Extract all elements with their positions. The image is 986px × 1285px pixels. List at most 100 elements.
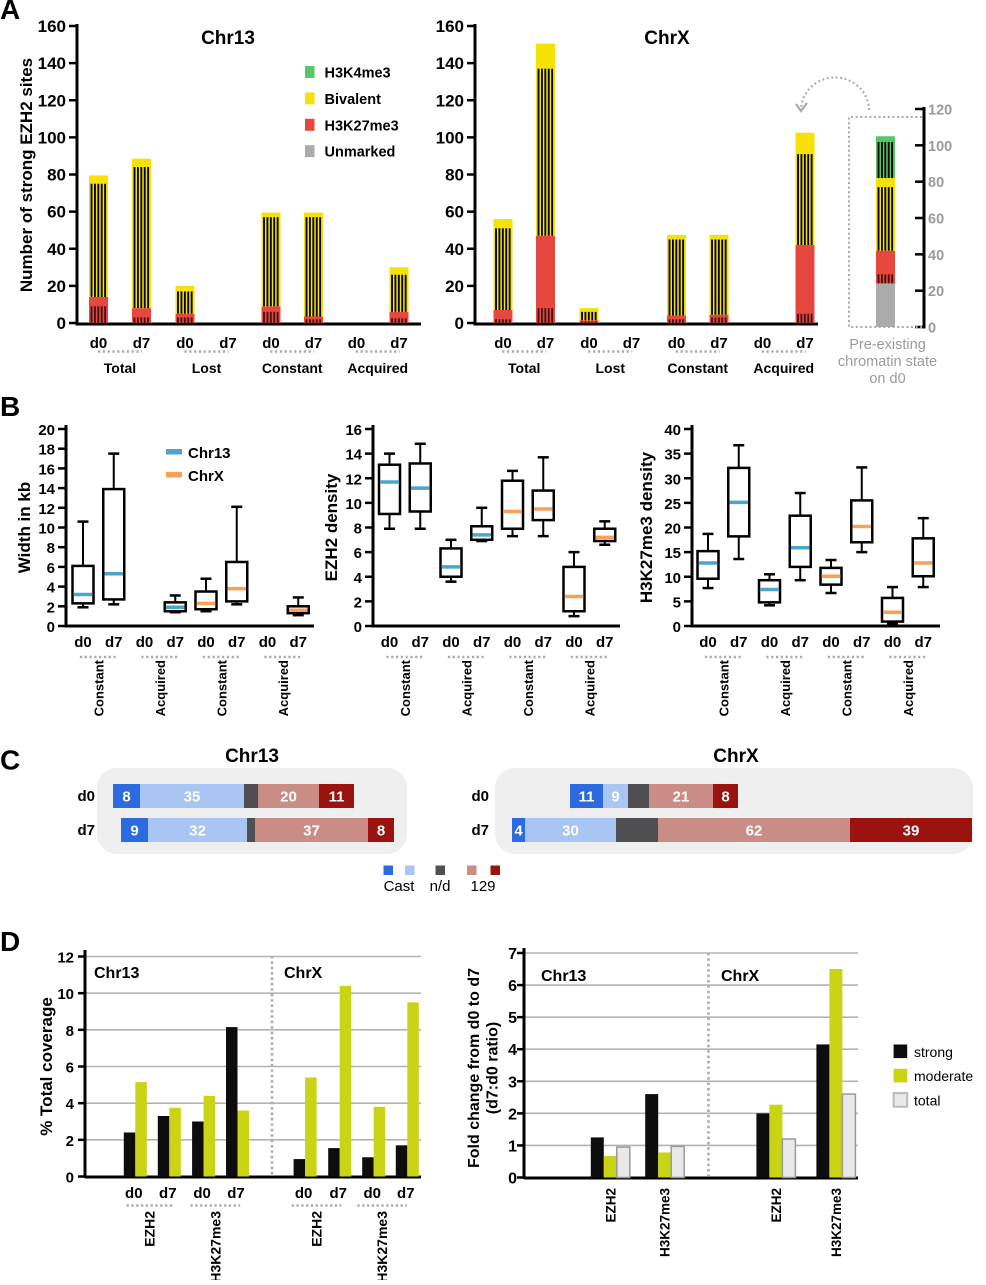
svg-text:d7: d7: [219, 335, 237, 352]
svg-text:Chr13: Chr13: [225, 746, 279, 767]
svg-text:20: 20: [664, 521, 681, 538]
svg-text:80: 80: [928, 175, 944, 191]
svg-text:39: 39: [903, 823, 920, 840]
svg-text:strong: strong: [914, 1044, 953, 1060]
svg-text:4: 4: [66, 1096, 75, 1113]
svg-text:9: 9: [130, 823, 138, 840]
svg-text:80: 80: [445, 166, 464, 185]
svg-text:160: 160: [38, 17, 66, 36]
svg-text:d0: d0: [494, 335, 512, 352]
svg-text:d0: d0: [193, 1185, 211, 1202]
svg-text:21: 21: [673, 789, 690, 806]
svg-text:d0: d0: [363, 1185, 381, 1202]
svg-text:30: 30: [562, 823, 579, 840]
svg-text:0: 0: [508, 1171, 517, 1188]
svg-text:d0: d0: [381, 634, 399, 651]
svg-text:14: 14: [345, 447, 362, 464]
svg-text:d7: d7: [159, 1185, 177, 1202]
svg-text:ChrX: ChrX: [713, 746, 759, 767]
svg-text:Total: Total: [508, 360, 540, 376]
svg-text:d0: d0: [90, 335, 108, 352]
svg-text:Chr13: Chr13: [541, 968, 586, 985]
svg-text:d0: d0: [504, 634, 522, 651]
svg-text:d0: d0: [77, 788, 95, 805]
svg-text:32: 32: [189, 823, 206, 840]
svg-text:Constant: Constant: [839, 659, 854, 716]
svg-text:4: 4: [508, 1042, 517, 1059]
svg-text:0: 0: [928, 321, 936, 337]
svg-text:d7: d7: [471, 822, 489, 839]
svg-text:d7: d7: [791, 634, 809, 651]
svg-text:1: 1: [508, 1138, 517, 1155]
svg-text:4: 4: [354, 570, 363, 587]
svg-text:EZH2: EZH2: [603, 1188, 618, 1223]
svg-text:14: 14: [38, 481, 55, 498]
svg-text:Acquired: Acquired: [753, 360, 814, 376]
svg-text:0: 0: [673, 619, 681, 636]
svg-text:d0: d0: [176, 335, 194, 352]
svg-text:d0: d0: [580, 335, 598, 352]
svg-text:Acquired: Acquired: [347, 360, 408, 376]
svg-text:11: 11: [579, 789, 595, 806]
svg-text:40: 40: [664, 422, 681, 439]
svg-text:20: 20: [928, 284, 944, 300]
svg-text:d0: d0: [74, 634, 92, 651]
svg-text:H3K27me3: H3K27me3: [658, 1188, 673, 1258]
svg-text:10: 10: [57, 986, 74, 1003]
svg-text:8: 8: [122, 789, 130, 806]
svg-text:100: 100: [38, 128, 66, 147]
svg-text:100: 100: [436, 128, 464, 147]
svg-text:D: D: [0, 926, 20, 957]
svg-text:Acquired: Acquired: [901, 660, 916, 716]
svg-text:d7: d7: [105, 634, 123, 651]
svg-text:10: 10: [345, 496, 362, 513]
svg-text:20: 20: [445, 277, 464, 296]
svg-text:20: 20: [38, 422, 55, 439]
svg-text:40: 40: [445, 240, 464, 259]
svg-text:ChrX: ChrX: [284, 965, 323, 982]
svg-text:Fold change from d0 to d7: Fold change from d0 to d7: [466, 968, 483, 1168]
svg-text:8: 8: [66, 1023, 74, 1040]
svg-text:8: 8: [354, 521, 362, 538]
svg-text:16: 16: [38, 461, 55, 478]
svg-text:H3K27me3: H3K27me3: [325, 118, 399, 134]
svg-text:H3K4me3: H3K4me3: [325, 66, 391, 82]
svg-text:ChrX: ChrX: [721, 968, 760, 985]
svg-text:d7: d7: [596, 634, 614, 651]
svg-text:d7: d7: [914, 634, 932, 651]
svg-text:80: 80: [47, 166, 66, 185]
svg-text:2: 2: [508, 1106, 517, 1123]
svg-text:d7: d7: [390, 335, 408, 352]
svg-text:Constant: Constant: [398, 659, 413, 716]
svg-text:18: 18: [38, 442, 55, 459]
svg-text:100: 100: [928, 139, 952, 155]
svg-text:11: 11: [329, 789, 345, 806]
svg-text:60: 60: [445, 203, 464, 222]
svg-text:A: A: [0, 0, 20, 25]
svg-text:Unmarked: Unmarked: [325, 145, 396, 161]
svg-text:C: C: [0, 745, 20, 776]
svg-text:d7: d7: [411, 634, 429, 651]
svg-text:Chr13: Chr13: [201, 28, 255, 49]
svg-text:Chr13: Chr13: [188, 445, 231, 462]
svg-text:160: 160: [436, 17, 464, 36]
svg-text:0: 0: [47, 619, 55, 636]
svg-text:d0: d0: [822, 634, 840, 651]
svg-text:d7: d7: [289, 634, 307, 651]
svg-text:d7: d7: [710, 335, 728, 352]
svg-text:EZH2: EZH2: [309, 1211, 325, 1247]
svg-text:40: 40: [47, 240, 66, 259]
svg-text:20: 20: [47, 277, 66, 296]
svg-text:6: 6: [508, 978, 517, 995]
svg-text:0: 0: [455, 314, 464, 333]
svg-text:15: 15: [664, 545, 681, 562]
svg-text:H3K27me3: H3K27me3: [207, 1211, 223, 1280]
svg-text:2: 2: [47, 599, 55, 616]
svg-text:Lost: Lost: [192, 360, 222, 376]
svg-text:7: 7: [508, 946, 517, 963]
svg-text:Pre-existing: Pre-existing: [849, 337, 926, 353]
svg-text:120: 120: [928, 103, 952, 119]
svg-text:Constant: Constant: [262, 360, 323, 376]
svg-text:d0: d0: [348, 335, 366, 352]
svg-text:35: 35: [664, 447, 681, 464]
